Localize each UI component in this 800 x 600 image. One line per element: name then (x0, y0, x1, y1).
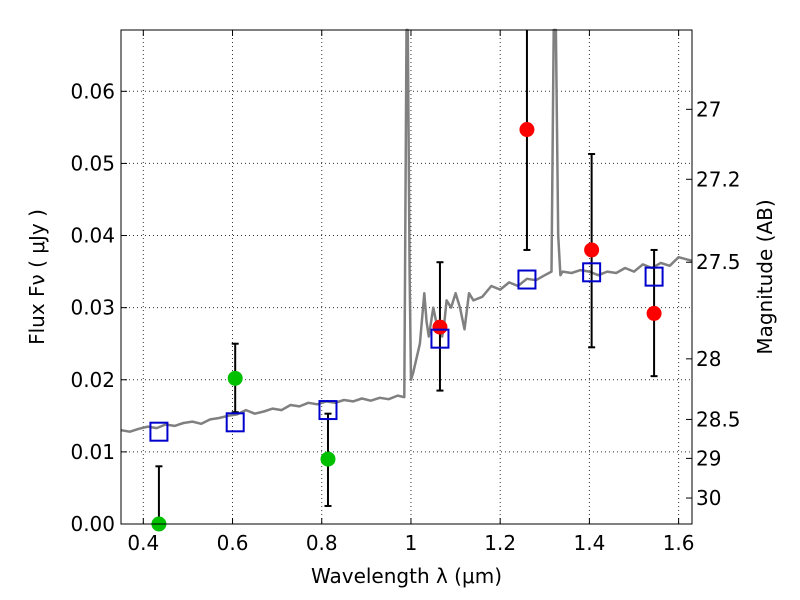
model-square (225, 412, 245, 433)
model-square (644, 266, 664, 287)
model-square (582, 262, 602, 283)
x-tick-label: 1.2 (484, 531, 516, 555)
y-tick-label: 0.04 (70, 224, 115, 248)
data-point (432, 319, 448, 335)
right-tick-label: 27 (696, 97, 721, 121)
y-tick-label: 0.06 (70, 79, 115, 103)
x-tick-label: 0.4 (127, 531, 159, 555)
model-square (517, 269, 537, 290)
model-spectrum (120, 28, 693, 433)
y-tick-label: 0.01 (70, 440, 115, 464)
right-axis-title: Magnitude (AB) (753, 199, 777, 354)
data-point (646, 305, 662, 321)
data-point (519, 122, 535, 138)
x-axis-title: Wavelength λ (μm) (311, 564, 502, 588)
plot-frame (120, 29, 693, 525)
y-tick-label: 0.05 (70, 151, 115, 175)
model-square (318, 400, 338, 421)
y-tick-label: 0.03 (70, 296, 115, 320)
right-tick-label: 28.5 (696, 407, 741, 431)
y-axis-title: Flux Fν ( μJy ) (25, 209, 49, 345)
right-tick-label: 27.5 (696, 250, 741, 274)
right-tick-label: 28 (696, 347, 721, 371)
x-tick-label: 0.8 (306, 531, 338, 555)
y-tick-label: 0.02 (70, 368, 115, 392)
y-tick-label: 0.00 (70, 512, 115, 536)
model-square (149, 421, 169, 442)
right-tick-label: 30 (696, 486, 721, 510)
data-point (227, 370, 243, 386)
x-tick-label: 1.4 (573, 531, 605, 555)
model-square (430, 328, 450, 349)
x-tick-label: 1 (405, 531, 418, 555)
right-tick-label: 27.2 (696, 167, 741, 191)
spectrum-line (120, 28, 693, 433)
right-tick-label: 29 (696, 446, 721, 470)
x-tick-label: 1.6 (663, 531, 695, 555)
x-tick-label: 0.6 (217, 531, 249, 555)
axis-ticks: 0.4 0.6 0.8 1 1.2 1.4 1.6 0.00 0.01 0.02 0.03 0.04 0… (70, 30, 741, 555)
data-point (584, 242, 600, 258)
data-point (320, 451, 336, 467)
